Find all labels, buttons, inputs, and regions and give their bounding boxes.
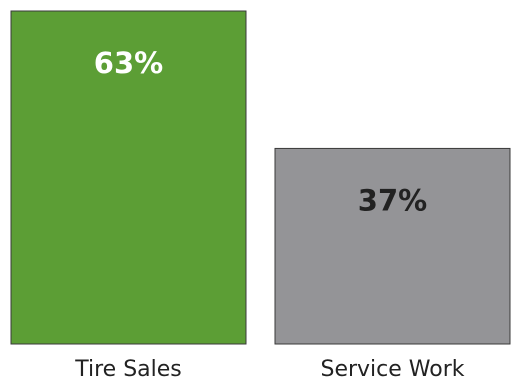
bar-tire-sales	[10, 10, 247, 345]
category-labels: Tire Sales Service Work	[74, 357, 465, 382]
bar-value-label: 37%	[358, 183, 427, 217]
bar-service-work	[274, 147, 511, 345]
bar-value-label: 63%	[94, 46, 163, 80]
category-label: Tire Sales	[74, 357, 182, 382]
bar-value-labels: 63% 37%	[94, 46, 427, 217]
bars-group	[10, 10, 511, 345]
category-label: Service Work	[320, 357, 464, 382]
